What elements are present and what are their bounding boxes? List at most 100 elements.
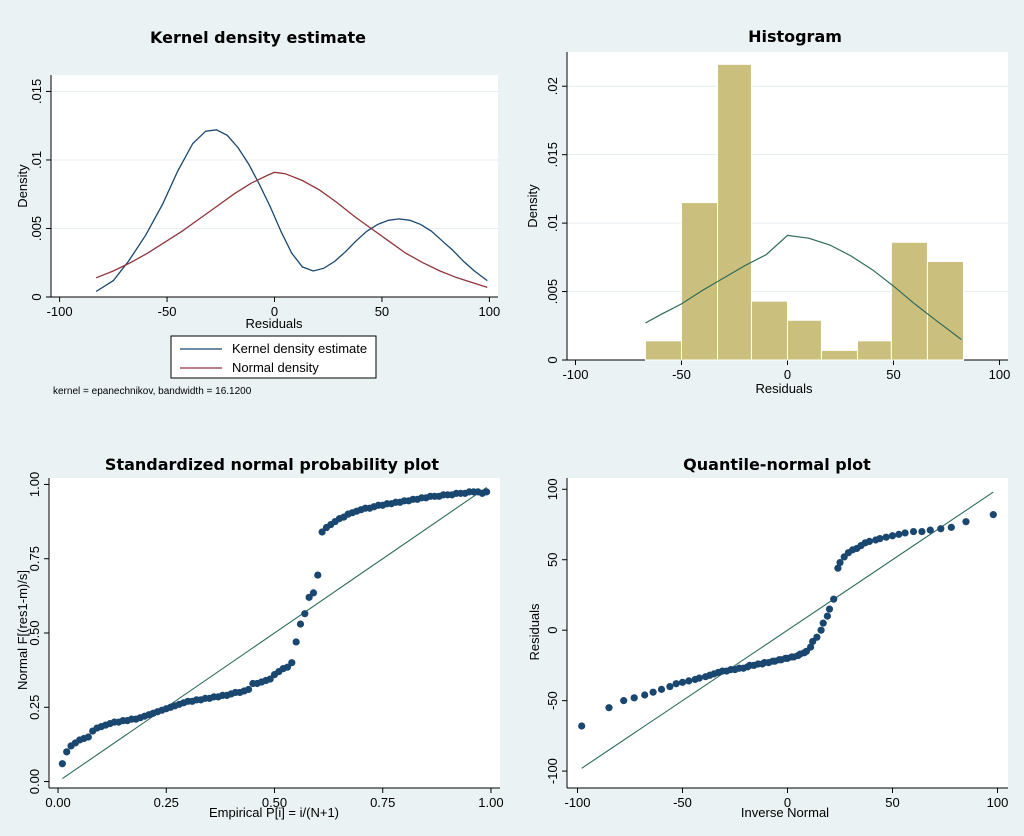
pnorm-reference-line bbox=[62, 486, 487, 780]
kde-x-tick-label: -50 bbox=[158, 304, 177, 319]
qnorm-point-71 bbox=[989, 511, 997, 519]
histogram-bar-6 bbox=[856, 340, 892, 361]
histogram-panel: Histogram -100 -50 0 50 100 0.005.01.015.02 … bbox=[525, 27, 1010, 396]
pnorm-diagonal-line bbox=[62, 486, 487, 780]
histogram-y-tick-label: .01 bbox=[545, 214, 560, 232]
histogram-y-tick-label: .02 bbox=[545, 77, 560, 95]
pnorm-title: Standardized normal probability plot bbox=[105, 455, 439, 474]
qnorm-x-tick-label: 0 bbox=[784, 795, 791, 810]
pnorm-point-60 bbox=[318, 528, 326, 536]
kde-legend-box bbox=[170, 335, 377, 379]
qnorm-point-5 bbox=[649, 688, 657, 696]
pnorm-point-43 bbox=[244, 685, 253, 694]
kde-y-ticks: 0 .005 .01 .015 bbox=[29, 79, 51, 301]
histogram-bar-7 bbox=[890, 241, 928, 361]
qnorm-point-8 bbox=[672, 680, 680, 688]
histogram-y-label: Density bbox=[525, 184, 540, 228]
pnorm-point-52 bbox=[283, 663, 292, 671]
qnorm-x-label: Inverse Normal bbox=[741, 805, 829, 820]
histogram-bar-1 bbox=[680, 202, 719, 361]
kde-plot-area bbox=[51, 75, 498, 297]
kde-legend-label-kernel: Kernel density estimate bbox=[232, 341, 367, 356]
qnorm-y-tick-label: 100 bbox=[545, 478, 560, 500]
qnorm-y-ticks: -100 -50 0 50 100 bbox=[545, 478, 567, 784]
pnorm-x-tick-label: 1.00 bbox=[478, 795, 503, 810]
pnorm-panel: Standardized normal probability plot 0.0… bbox=[15, 455, 504, 820]
kde-x-tick-label: 0 bbox=[271, 304, 278, 319]
kde-x-ticks: -100 -50 0 50 100 bbox=[47, 297, 501, 319]
histogram-x-label: Residuals bbox=[755, 381, 813, 396]
qnorm-point-51 bbox=[836, 558, 844, 567]
qnorm-y-tick-label: -100 bbox=[545, 758, 560, 784]
pnorm-point-56 bbox=[301, 610, 309, 618]
pnorm-point-1 bbox=[63, 748, 71, 756]
histogram-bars bbox=[644, 63, 964, 361]
pnorm-x-tick-label: 0.00 bbox=[45, 795, 70, 810]
qnorm-point-58 bbox=[865, 537, 874, 546]
pnorm-y-ticks: 0.00 0.25 0.50 0.75 1.00 bbox=[27, 472, 49, 794]
qnorm-point-42 bbox=[807, 643, 815, 651]
kde-gridlines bbox=[51, 90, 498, 229]
kde-series-line-1 bbox=[95, 171, 488, 289]
qnorm-point-4 bbox=[641, 691, 649, 699]
pnorm-point-54 bbox=[292, 638, 300, 646]
kde-y-tick-label: .005 bbox=[29, 216, 44, 241]
qnorm-point-66 bbox=[918, 527, 926, 536]
pnorm-x-ticks: 0.00 0.25 0.50 0.75 1.00 bbox=[45, 788, 504, 810]
pnorm-x-tick-label: 0.75 bbox=[370, 795, 395, 810]
qnorm-x-tick-label: -50 bbox=[673, 795, 692, 810]
kde-series bbox=[95, 129, 488, 293]
histogram-bar-5 bbox=[820, 349, 858, 361]
kde-x-tick-label: 100 bbox=[479, 304, 501, 319]
qnorm-point-70 bbox=[962, 518, 970, 526]
pnorm-y-tick-label: 1.00 bbox=[27, 472, 42, 497]
qnorm-panel: Quantile-normal plot -100 -50 0 50 100 -100-… bbox=[527, 455, 1008, 820]
qnorm-point-46 bbox=[819, 619, 827, 627]
qnorm-y-label: Residuals bbox=[527, 603, 542, 661]
qnorm-diagonal-line bbox=[581, 491, 994, 769]
pnorm-points bbox=[58, 488, 491, 768]
qnorm-x-tick-label: 100 bbox=[987, 795, 1009, 810]
qnorm-point-45 bbox=[817, 626, 825, 634]
qnorm-point-61 bbox=[882, 533, 890, 541]
kde-series-line-0 bbox=[95, 129, 488, 293]
kde-legend: Kernel density estimate Normal density bbox=[170, 335, 377, 379]
histogram-x-tick-label: 0 bbox=[784, 367, 791, 382]
histogram-x-tick-label: -100 bbox=[562, 367, 588, 382]
qnorm-point-1 bbox=[605, 704, 613, 712]
qnorm-point-63 bbox=[895, 530, 903, 538]
histogram-bar-3 bbox=[750, 300, 788, 361]
pnorm-point-0 bbox=[58, 760, 66, 768]
histogram-bar-4 bbox=[787, 319, 822, 361]
histogram-normal-curve bbox=[645, 234, 962, 340]
qnorm-point-7 bbox=[666, 682, 674, 691]
histogram-bar-8 bbox=[926, 260, 964, 361]
histogram-bar-2 bbox=[717, 63, 752, 361]
kde-y-label: Density bbox=[15, 164, 30, 208]
pnorm-point-55 bbox=[296, 620, 305, 628]
histogram-bar-0 bbox=[644, 340, 682, 361]
kde-y-tick-label: 0 bbox=[29, 293, 44, 300]
qnorm-point-60 bbox=[876, 534, 884, 543]
histogram-x-ticks: -100 -50 0 50 100 bbox=[562, 360, 1010, 382]
pnorm-x-tick-label: 0.25 bbox=[154, 795, 179, 810]
qnorm-point-0 bbox=[578, 722, 586, 730]
kde-x-tick-label: -100 bbox=[47, 304, 73, 319]
qnorm-y-tick-label: 50 bbox=[545, 552, 560, 566]
histogram-normal-line bbox=[645, 234, 962, 340]
pnorm-y-tick-label: 0.00 bbox=[27, 769, 42, 794]
pnorm-y-tick-label: 0.75 bbox=[27, 546, 42, 571]
histogram-y-tick-label: .005 bbox=[545, 279, 560, 304]
qnorm-point-3 bbox=[630, 694, 638, 702]
kde-x-tick-label: 50 bbox=[375, 304, 389, 319]
qnorm-point-62 bbox=[888, 532, 897, 540]
pnorm-point-58 bbox=[309, 589, 318, 597]
qnorm-point-48 bbox=[825, 605, 834, 613]
qnorm-point-9 bbox=[678, 678, 687, 686]
qnorm-point-50 bbox=[834, 564, 842, 572]
kde-panel: Kernel density estimate -100 -50 0 50 100 0.… bbox=[15, 28, 500, 397]
qnorm-point-65 bbox=[909, 527, 918, 536]
histogram-title: Histogram bbox=[748, 27, 842, 46]
qnorm-y-tick-label: -50 bbox=[545, 691, 560, 710]
